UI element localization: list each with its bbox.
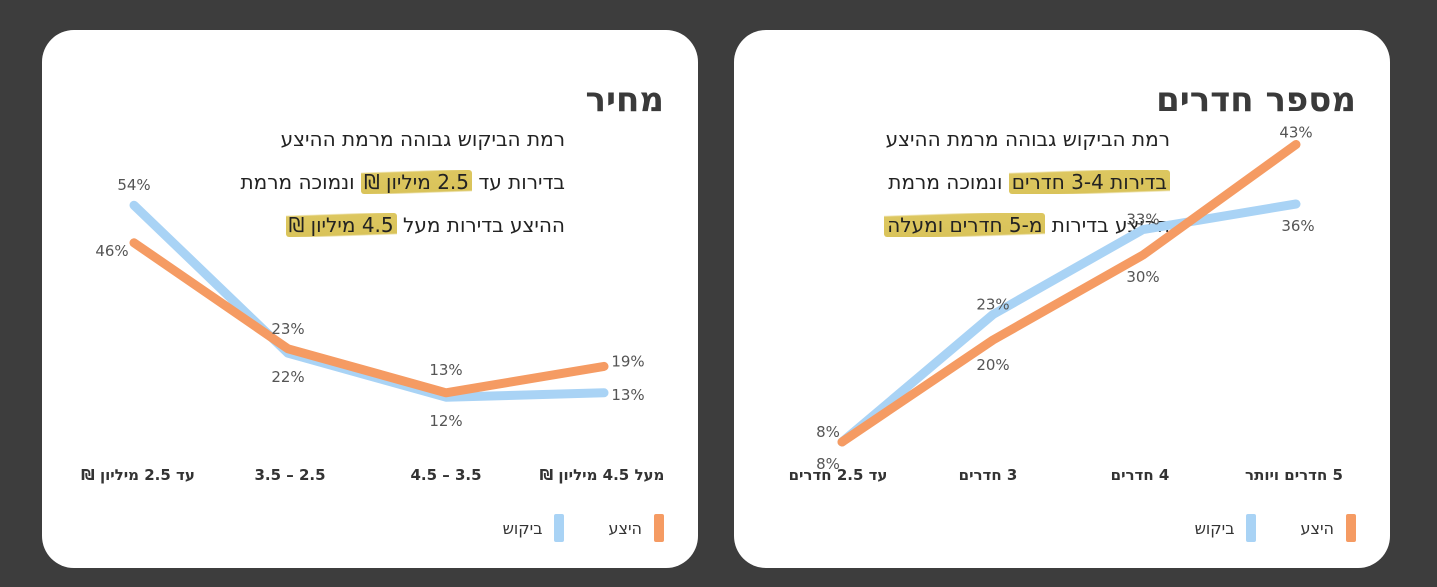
price-demand-data-label: 13%	[611, 386, 644, 404]
rooms-chart-title: מספר חדרים	[1156, 80, 1356, 120]
rooms-offer-data-label: 30%	[1126, 268, 1159, 286]
demand-swatch	[1246, 514, 1257, 542]
rooms-legend: היצע ביקוש	[1195, 514, 1356, 542]
price-chart-card: מחיר רמת הביקוש גבוהה מרמת ההיצע בדירות …	[42, 30, 698, 568]
rooms-chart-card: מספר חדרים רמת הביקוש גבוהה מרמת ההיצע ב…	[734, 30, 1390, 568]
price-category-label: 2.5 – 3.5	[254, 466, 325, 484]
rooms-demand-data-label: 8%	[816, 423, 840, 441]
price-desc-line-3-pre: ההיצע בדירות מעל	[396, 213, 565, 237]
price-legend-demand-label: ביקוש	[502, 518, 543, 538]
price-demand-data-label: 22%	[271, 368, 304, 386]
rooms-offer-data-label: 20%	[976, 356, 1009, 374]
rooms-demand-data-label: 33%	[1126, 211, 1159, 229]
price-legend-demand: ביקוש	[503, 514, 565, 542]
rooms-demand-data-label: 23%	[976, 296, 1009, 314]
rooms-legend-offer-label: היצע	[1300, 518, 1334, 538]
rooms-offer-line	[837, 140, 1301, 447]
price-chart-title: מחיר	[585, 80, 664, 120]
price-category-label: מעל 4.5 מיליון ₪	[540, 466, 665, 484]
price-offer-data-label: 13%	[429, 361, 462, 379]
price-offer-data-label: 19%	[611, 352, 644, 370]
rooms-category-label: 5 חדרים ויותר	[1245, 466, 1343, 484]
rooms-description: רמת הביקוש גבוהה מרמת ההיצע בדירות 3-4 ח…	[884, 118, 1170, 247]
price-legend: היצע ביקוש	[503, 514, 664, 542]
price-desc-line-2-pre: בדירות עד	[472, 170, 565, 194]
price-legend-offer: היצע	[608, 514, 664, 542]
price-description: רמת הביקוש גבוהה מרמת ההיצע בדירות עד 2.…	[241, 118, 565, 247]
price-demand-data-label: 54%	[117, 176, 150, 194]
rooms-desc-highlight-1: בדירות 3-4 חדרים	[1008, 170, 1170, 194]
price-desc-line-1: רמת הביקוש גבוהה מרמת ההיצע	[280, 127, 565, 151]
offer-swatch	[654, 514, 664, 542]
rooms-desc-line-1: רמת הביקוש גבוהה מרמת ההיצע	[885, 127, 1170, 151]
price-offer-data-label: 46%	[95, 242, 128, 260]
rooms-legend-demand-label: ביקוש	[1194, 518, 1235, 538]
rooms-desc-highlight-2: מ-5 חדרים ומעלה	[884, 213, 1046, 237]
rooms-offer-data-label: 43%	[1279, 124, 1312, 142]
rooms-line-chart: 8% 23% 33% 36% 8% 20% 30% 43% עד 2.5 חדרים 3 חדרי…	[789, 124, 1343, 485]
price-category-label: 3.5 – 4.5	[410, 466, 481, 484]
price-desc-highlight-1: 2.5 מיליון ₪	[360, 170, 472, 194]
price-demand-data-label: 12%	[429, 412, 462, 430]
rooms-demand-line	[837, 199, 1301, 447]
price-category-label: עד 2.5 מיליון ₪	[81, 466, 195, 484]
rooms-category-label: 3 חדרים	[959, 466, 1018, 484]
price-legend-offer-label: היצע	[608, 518, 642, 538]
rooms-desc-line-2-rest: ונמוכה מרמת	[888, 170, 1009, 194]
price-desc-highlight-2: 4.5 מיליון ₪	[285, 213, 397, 237]
rooms-desc-line-2: בדירות 3-4 חדרים ונמוכה מרמת	[884, 161, 1170, 204]
demand-swatch	[554, 514, 565, 542]
rooms-legend-demand: ביקוש	[1195, 514, 1257, 542]
rooms-category-label: 4 חדרים	[1111, 466, 1170, 484]
rooms-category-label: עד 2.5 חדרים	[789, 466, 888, 484]
rooms-demand-data-label: 36%	[1281, 217, 1314, 235]
price-line-chart: 54% 22% 12% 13% 46% 23% 13% 19% עד 2.5 מיליון ₪ 2…	[81, 176, 665, 484]
price-desc-line-3: ההיצע בדירות מעל 4.5 מיליון ₪	[241, 204, 565, 247]
rooms-legend-offer: היצע	[1300, 514, 1356, 542]
price-offer-line	[129, 238, 609, 398]
rooms-desc-line-3: ההיצע בדירות מ-5 חדרים ומעלה	[884, 204, 1170, 247]
price-offer-data-label: 23%	[271, 320, 304, 338]
price-desc-line-2: בדירות עד 2.5 מיליון ₪ ונמוכה מרמת	[241, 161, 565, 204]
rooms-offer-data-label: 8%	[816, 455, 840, 473]
offer-swatch	[1346, 514, 1356, 542]
price-desc-line-2-rest: ונמוכה מרמת	[240, 170, 361, 194]
